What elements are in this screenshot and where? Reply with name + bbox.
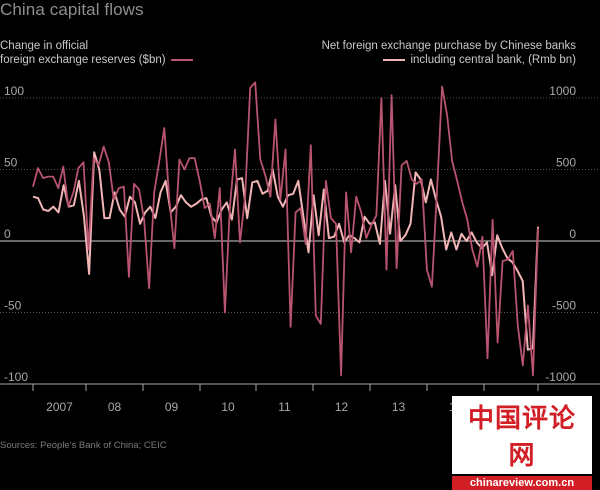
chart-series (32, 81, 539, 377)
right-tick-label: 0 (569, 227, 576, 241)
legend-swatch-reserves (170, 58, 193, 61)
x-axis: 200708091011121314 (0, 383, 600, 414)
watermark-logo: 中国评论网 chinareview.com.cn (452, 396, 592, 490)
x-tick-label: 10 (221, 400, 235, 414)
source-note: Sources: People's Bank of China; CEIC (0, 440, 167, 451)
left-tick-label: 50 (4, 156, 18, 170)
legend-right: Net foreign exchange purchase by Chinese… (322, 39, 576, 67)
right-axis-label-line1: Net foreign exchange purchase by Chinese… (321, 40, 576, 52)
x-tick-label: 08 (108, 400, 122, 414)
series-line-fx-purchase (32, 151, 539, 351)
left-axis-label-line2: foreign exchange reserves ($bn) (0, 54, 166, 66)
legend-swatch-fx-purchase (383, 58, 406, 61)
left-tick-label: 0 (4, 227, 11, 241)
left-tick-label: -100 (4, 370, 28, 384)
x-tick-label: 09 (165, 400, 179, 414)
x-tick-label: 11 (278, 400, 291, 414)
left-axis-label-line1: Change in official (0, 40, 89, 52)
watermark-cn-text: 中国评论网 (452, 396, 592, 474)
series-line-reserves (32, 81, 539, 377)
right-tick-label: -500 (552, 299, 576, 313)
left-axis-ticks: 100 50 0 -50 -100 (4, 84, 28, 384)
right-axis-label-line2: including central bank, (Rmb bn) (410, 54, 576, 66)
right-axis-ticks: 1000 500 0 -500 -1000 (545, 84, 576, 384)
right-tick-label: -1000 (545, 370, 576, 384)
x-tick-label: 13 (392, 400, 406, 414)
x-tick-label: 2007 (46, 400, 73, 414)
right-tick-label: 1000 (549, 84, 576, 98)
x-tick-label: 12 (335, 400, 349, 414)
left-tick-label: 100 (4, 84, 24, 98)
right-tick-label: 500 (556, 156, 576, 170)
chart-title: China capital flows (0, 0, 144, 19)
watermark-url: chinareview.com.cn (452, 476, 592, 490)
legend-left: Change in official foreign exchange rese… (0, 39, 198, 67)
left-tick-label: -50 (4, 299, 22, 313)
